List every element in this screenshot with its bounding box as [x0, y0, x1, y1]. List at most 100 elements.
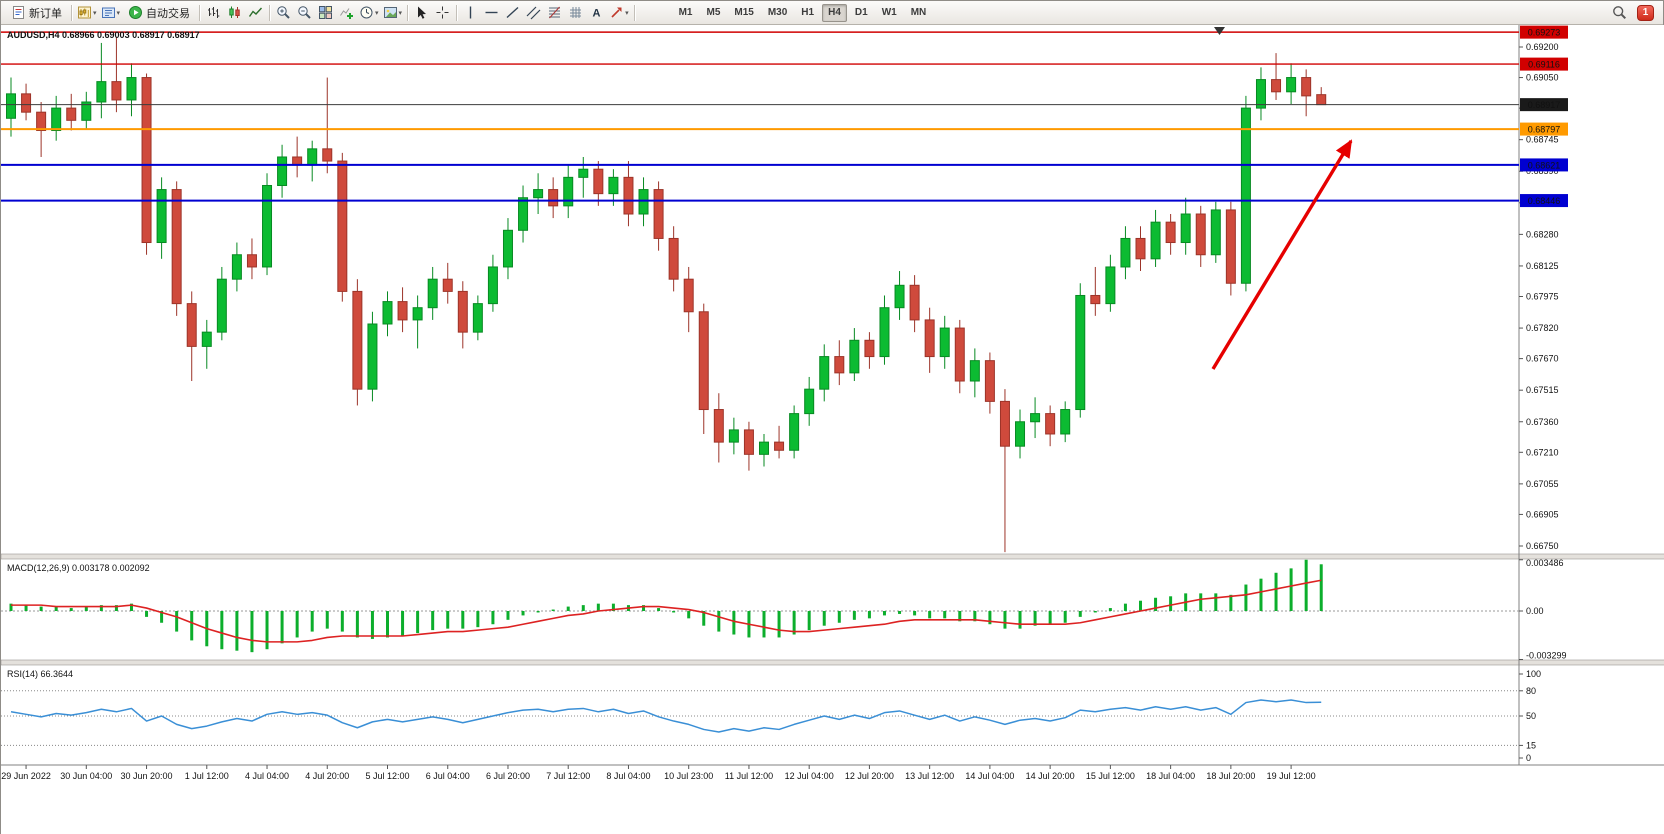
- price-badge-label: 0.68797: [1528, 125, 1561, 135]
- crosshair-button[interactable]: [432, 3, 453, 23]
- candle: [216, 278, 227, 333]
- price-tick-label: 0.69200: [1526, 42, 1559, 52]
- search-button[interactable]: [1609, 3, 1630, 23]
- candle: [442, 278, 453, 292]
- trend-arrow-object[interactable]: [1211, 139, 1353, 370]
- candle: [186, 303, 197, 347]
- candlestick-icon: [229, 6, 240, 18]
- timeframe-w1[interactable]: W1: [876, 4, 903, 22]
- rsi-tick-label: 15: [1526, 740, 1536, 750]
- timeframe-m5[interactable]: M5: [700, 4, 726, 22]
- toolbar: 新订单 自动交易: [1, 1, 1663, 25]
- zoom-in-button[interactable]: [273, 3, 294, 23]
- candle: [864, 339, 875, 358]
- price-chart[interactable]: 0.692000.690500.689000.687450.685900.684…: [1, 25, 1664, 834]
- toolbar-separator: [71, 4, 72, 21]
- macd-tick-label: -0.003299: [1526, 650, 1567, 660]
- grid-button[interactable]: [565, 3, 586, 23]
- candle: [21, 93, 32, 113]
- bar-chart-button[interactable]: [203, 3, 224, 23]
- price-tick-label: 0.67360: [1526, 417, 1559, 427]
- price-badge: [1520, 194, 1568, 208]
- candle: [1075, 294, 1086, 411]
- add-indicator-button[interactable]: [336, 3, 357, 23]
- new-chart-button[interactable]: [75, 3, 99, 23]
- rsi-line: [10, 699, 1322, 733]
- candle: [81, 101, 92, 121]
- channel-icon: [526, 6, 541, 20]
- time-axis-label: 29 Jun 2022: [1, 771, 51, 781]
- trendline-button[interactable]: [502, 3, 523, 23]
- periods-clock-icon: [360, 6, 373, 19]
- horizontal-line-button[interactable]: [481, 3, 502, 23]
- candle: [201, 331, 212, 347]
- price-tick-label: 0.68280: [1526, 229, 1559, 239]
- candle: [698, 311, 709, 411]
- chevron-down-icon: [93, 9, 97, 17]
- price-badge: [1520, 158, 1568, 172]
- candle: [1225, 209, 1236, 284]
- timeframe-h1[interactable]: H1: [795, 4, 820, 22]
- candle: [1165, 221, 1176, 244]
- time-axis-label: 12 Jul 04:00: [785, 771, 834, 781]
- price-tick-label: 0.66750: [1526, 541, 1559, 551]
- candle: [759, 441, 769, 455]
- tile-windows-icon: [319, 6, 333, 19]
- add-indicator-icon: [340, 8, 354, 19]
- autotrading-label: 自动交易: [146, 7, 191, 20]
- candlestick-chart-button[interactable]: [224, 3, 245, 23]
- price-tick-label: 0.69050: [1526, 73, 1559, 83]
- line-chart-button[interactable]: [245, 3, 266, 23]
- channel-button[interactable]: [523, 3, 544, 23]
- price-badge: [1520, 98, 1568, 112]
- templates-button[interactable]: [381, 3, 405, 23]
- candle: [262, 184, 273, 268]
- cursor-icon: [418, 6, 427, 19]
- timeframe-d1[interactable]: D1: [849, 4, 874, 22]
- arrows-icon: [611, 7, 622, 18]
- notification-badge[interactable]: 1: [1637, 4, 1654, 21]
- candle: [6, 93, 16, 119]
- timeframe-h4[interactable]: H4: [822, 3, 847, 22]
- autotrading-button[interactable]: 自动交易: [122, 3, 196, 23]
- symbol-ohlc-label: AUDUSD,H4 0.68966 0.69003 0.68917 0.6891…: [7, 30, 200, 40]
- fibonacci-button[interactable]: [544, 3, 565, 23]
- vertical-line-button[interactable]: [460, 3, 481, 23]
- candle: [1180, 213, 1191, 244]
- time-axis-label: 15 Jul 12:00: [1086, 771, 1135, 781]
- candle: [397, 301, 408, 321]
- candle: [789, 413, 800, 451]
- tile-windows-button[interactable]: [315, 3, 336, 23]
- candle: [337, 160, 348, 292]
- candle: [427, 278, 438, 309]
- chart-area: 0.692000.690500.689000.687450.685900.684…: [1, 25, 1664, 834]
- rsi-tick-label: 50: [1526, 711, 1536, 721]
- candle: [1240, 107, 1251, 284]
- rsi-tick-label: 80: [1526, 686, 1536, 696]
- timeframe-m15[interactable]: M15: [728, 4, 759, 22]
- new-order-button[interactable]: 新订单: [5, 3, 68, 23]
- zoom-in-icon: [277, 6, 290, 19]
- arrows-tool-button[interactable]: [607, 3, 631, 23]
- price-tick-label: 0.67210: [1526, 447, 1559, 457]
- timeframe-m30[interactable]: M30: [762, 4, 793, 22]
- timeframe-m1[interactable]: M1: [673, 4, 699, 22]
- candle: [66, 107, 77, 121]
- candle: [713, 409, 724, 443]
- profiles-button[interactable]: [99, 3, 123, 23]
- candle: [653, 189, 664, 239]
- candle: [382, 301, 393, 325]
- timeframe-mn[interactable]: MN: [905, 4, 933, 22]
- text-tool-button[interactable]: A: [586, 3, 607, 23]
- zoom-out-button[interactable]: [294, 3, 315, 23]
- candle: [472, 303, 483, 333]
- candle: [804, 388, 815, 415]
- candle: [231, 254, 242, 280]
- periods-button[interactable]: [357, 3, 381, 23]
- toolbar-separator: [456, 4, 458, 21]
- cursor-button[interactable]: [411, 3, 432, 23]
- candle: [1195, 213, 1206, 256]
- candle: [909, 284, 920, 321]
- candle: [548, 189, 559, 207]
